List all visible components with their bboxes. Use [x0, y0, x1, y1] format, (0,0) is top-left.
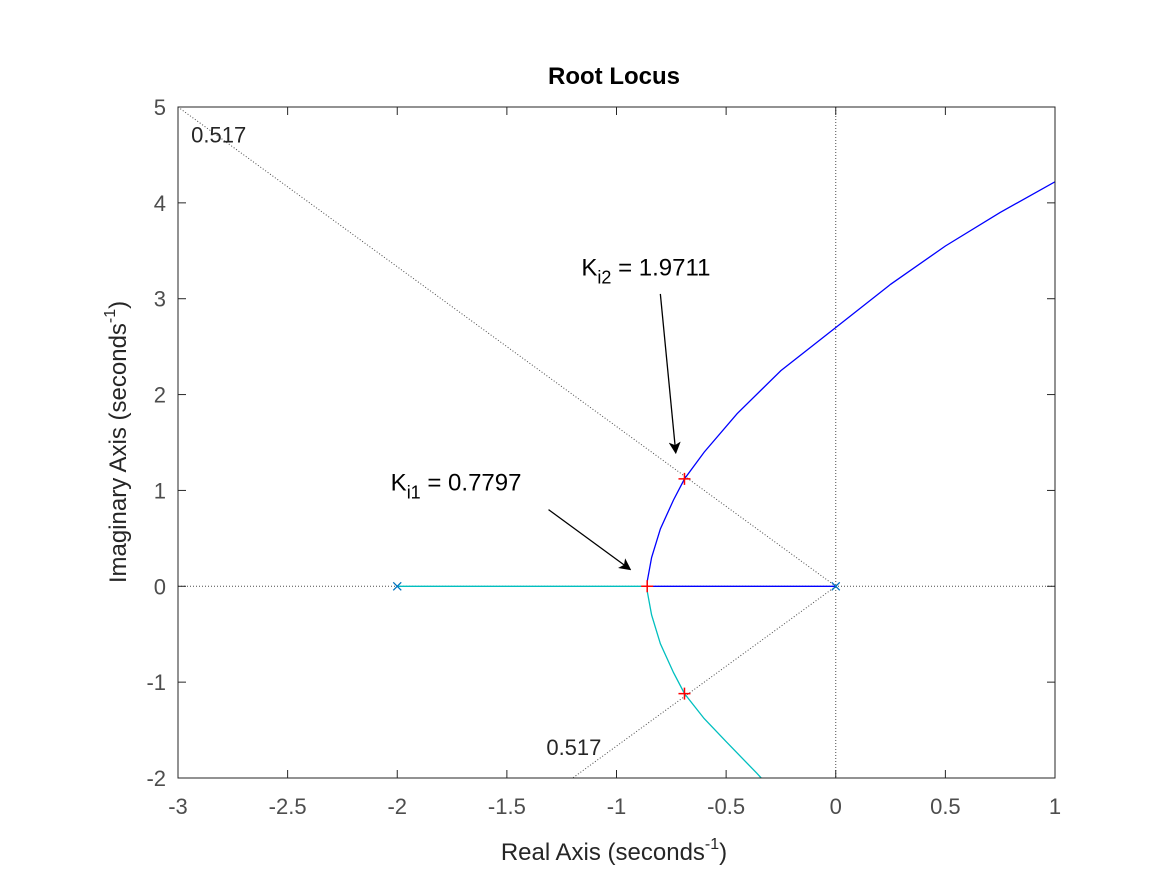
- damping-labels: 0.517 0.517: [191, 122, 601, 760]
- y-tick-label: 4: [154, 191, 166, 216]
- y-tick-label: 0: [154, 574, 166, 599]
- x-tick-label: -1.5: [488, 794, 526, 819]
- y-tick-label: 1: [154, 478, 166, 503]
- annotation-arrow-0: [548, 509, 632, 571]
- annotation-arrow-1: [659, 293, 681, 455]
- x-tick-label: -0.5: [707, 794, 745, 819]
- damping-line-0: [178, 107, 837, 587]
- y-axis-label: Imaginary Axis (seconds-1): [102, 301, 132, 583]
- locus-branch-0: [646, 181, 1055, 587]
- x-axis-label: Real Axis (seconds-1): [501, 836, 727, 866]
- pole-marker-1: [831, 581, 841, 591]
- gain-annotation-1: Ki2 = 1.9711: [581, 255, 710, 288]
- y-tick-label: -1: [146, 670, 166, 695]
- damping-label-0: 0.517: [191, 122, 246, 147]
- x-tick-label: -2.5: [269, 794, 307, 819]
- y-tick-label: 2: [154, 383, 166, 408]
- pole-marker-0: [392, 581, 402, 591]
- gain-annotation-0: Ki1 = 0.7797: [391, 469, 522, 502]
- x-tick-label: 0: [830, 794, 842, 819]
- y-tick-label: 5: [154, 95, 166, 120]
- x-tick-label: 1: [1049, 794, 1061, 819]
- gain-marker-0: [641, 580, 654, 593]
- x-tick-label: 0.5: [930, 794, 961, 819]
- gain-markers: [641, 472, 691, 700]
- damping-label-1: 0.517: [546, 735, 601, 760]
- gain-annotations: Ki1 = 0.7797 Ki2 = 1.9711: [391, 255, 710, 571]
- x-tick-label: -3: [168, 794, 188, 819]
- y-tick-label: 3: [154, 287, 166, 312]
- y-tick-label: -2: [146, 766, 166, 791]
- x-axis-ticks: -3 -2.5 -2 -1.5 -1 -0.5 0 0.5 1: [168, 107, 1061, 819]
- axis-zero-lines: [178, 107, 1055, 778]
- open-loop-poles: [392, 581, 841, 591]
- damping-line-1: [572, 585, 837, 778]
- x-tick-label: -1: [607, 794, 627, 819]
- chart-title: Root Locus: [548, 63, 680, 90]
- y-axis-ticks: -2 -1 0 1 2 3 4 5: [146, 95, 1055, 791]
- gain-marker-2: [678, 687, 691, 700]
- gain-marker-1: [678, 472, 691, 485]
- plot-frame: [177, 106, 1056, 779]
- damping-ratio-lines: [178, 107, 837, 778]
- x-tick-label: -2: [387, 794, 407, 819]
